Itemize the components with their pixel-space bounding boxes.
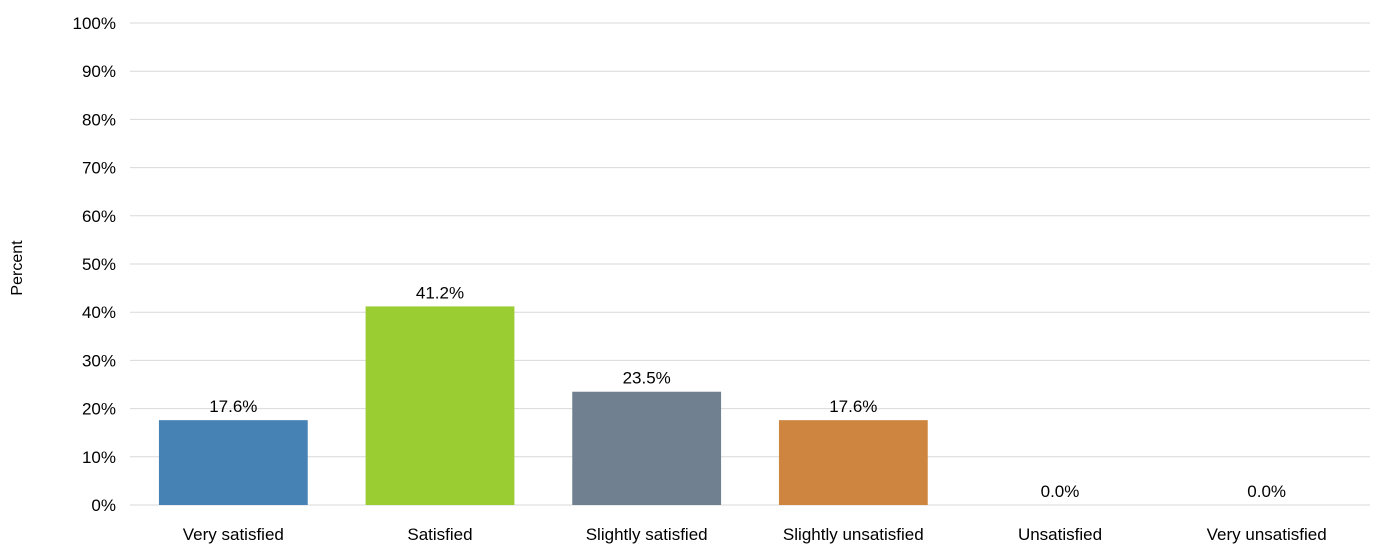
bar: [158, 420, 308, 505]
y-axis-ticks: 0% 10% 20% 30% 40% 50% 60% 70% 80% 90% 100%: [73, 14, 116, 515]
bar: [778, 420, 928, 505]
x-tick-label: Slightly unsatisfied: [783, 525, 924, 544]
y-tick-label: 80%: [82, 110, 116, 129]
data-label: 0.0%: [1247, 482, 1286, 501]
x-tick-label: Slightly satisfied: [586, 525, 708, 544]
x-tick-label: Very unsatisfied: [1207, 525, 1327, 544]
y-tick-label: 40%: [82, 303, 116, 322]
y-tick-label: 90%: [82, 62, 116, 81]
x-tick-label: Unsatisfied: [1018, 525, 1102, 544]
gridlines: [130, 22, 1370, 506]
bar: [572, 391, 722, 505]
bars: [158, 306, 928, 505]
x-tick-label: Satisfied: [407, 525, 472, 544]
y-axis-title: Percent: [9, 240, 26, 296]
data-label: 41.2%: [416, 283, 464, 302]
data-labels: 17.6% 41.2% 23.5% 17.6% 0.0% 0.0%: [209, 283, 1286, 501]
data-label: 17.6%: [829, 397, 877, 416]
y-tick-label: 20%: [82, 400, 116, 419]
data-label: 0.0%: [1041, 482, 1080, 501]
data-label: 17.6%: [209, 397, 257, 416]
y-tick-label: 30%: [82, 351, 116, 370]
data-label: 23.5%: [623, 369, 671, 388]
y-tick-label: 70%: [82, 159, 116, 178]
y-tick-label: 100%: [73, 14, 116, 33]
y-tick-label: 10%: [82, 448, 116, 467]
y-tick-label: 50%: [82, 255, 116, 274]
x-axis-ticks: Very satisfied Satisfied Slightly satisfie…: [183, 525, 1327, 544]
y-tick-label: 60%: [82, 207, 116, 226]
bar: [365, 306, 515, 505]
x-tick-label: Very satisfied: [183, 525, 284, 544]
y-tick-label: 0%: [91, 496, 116, 515]
